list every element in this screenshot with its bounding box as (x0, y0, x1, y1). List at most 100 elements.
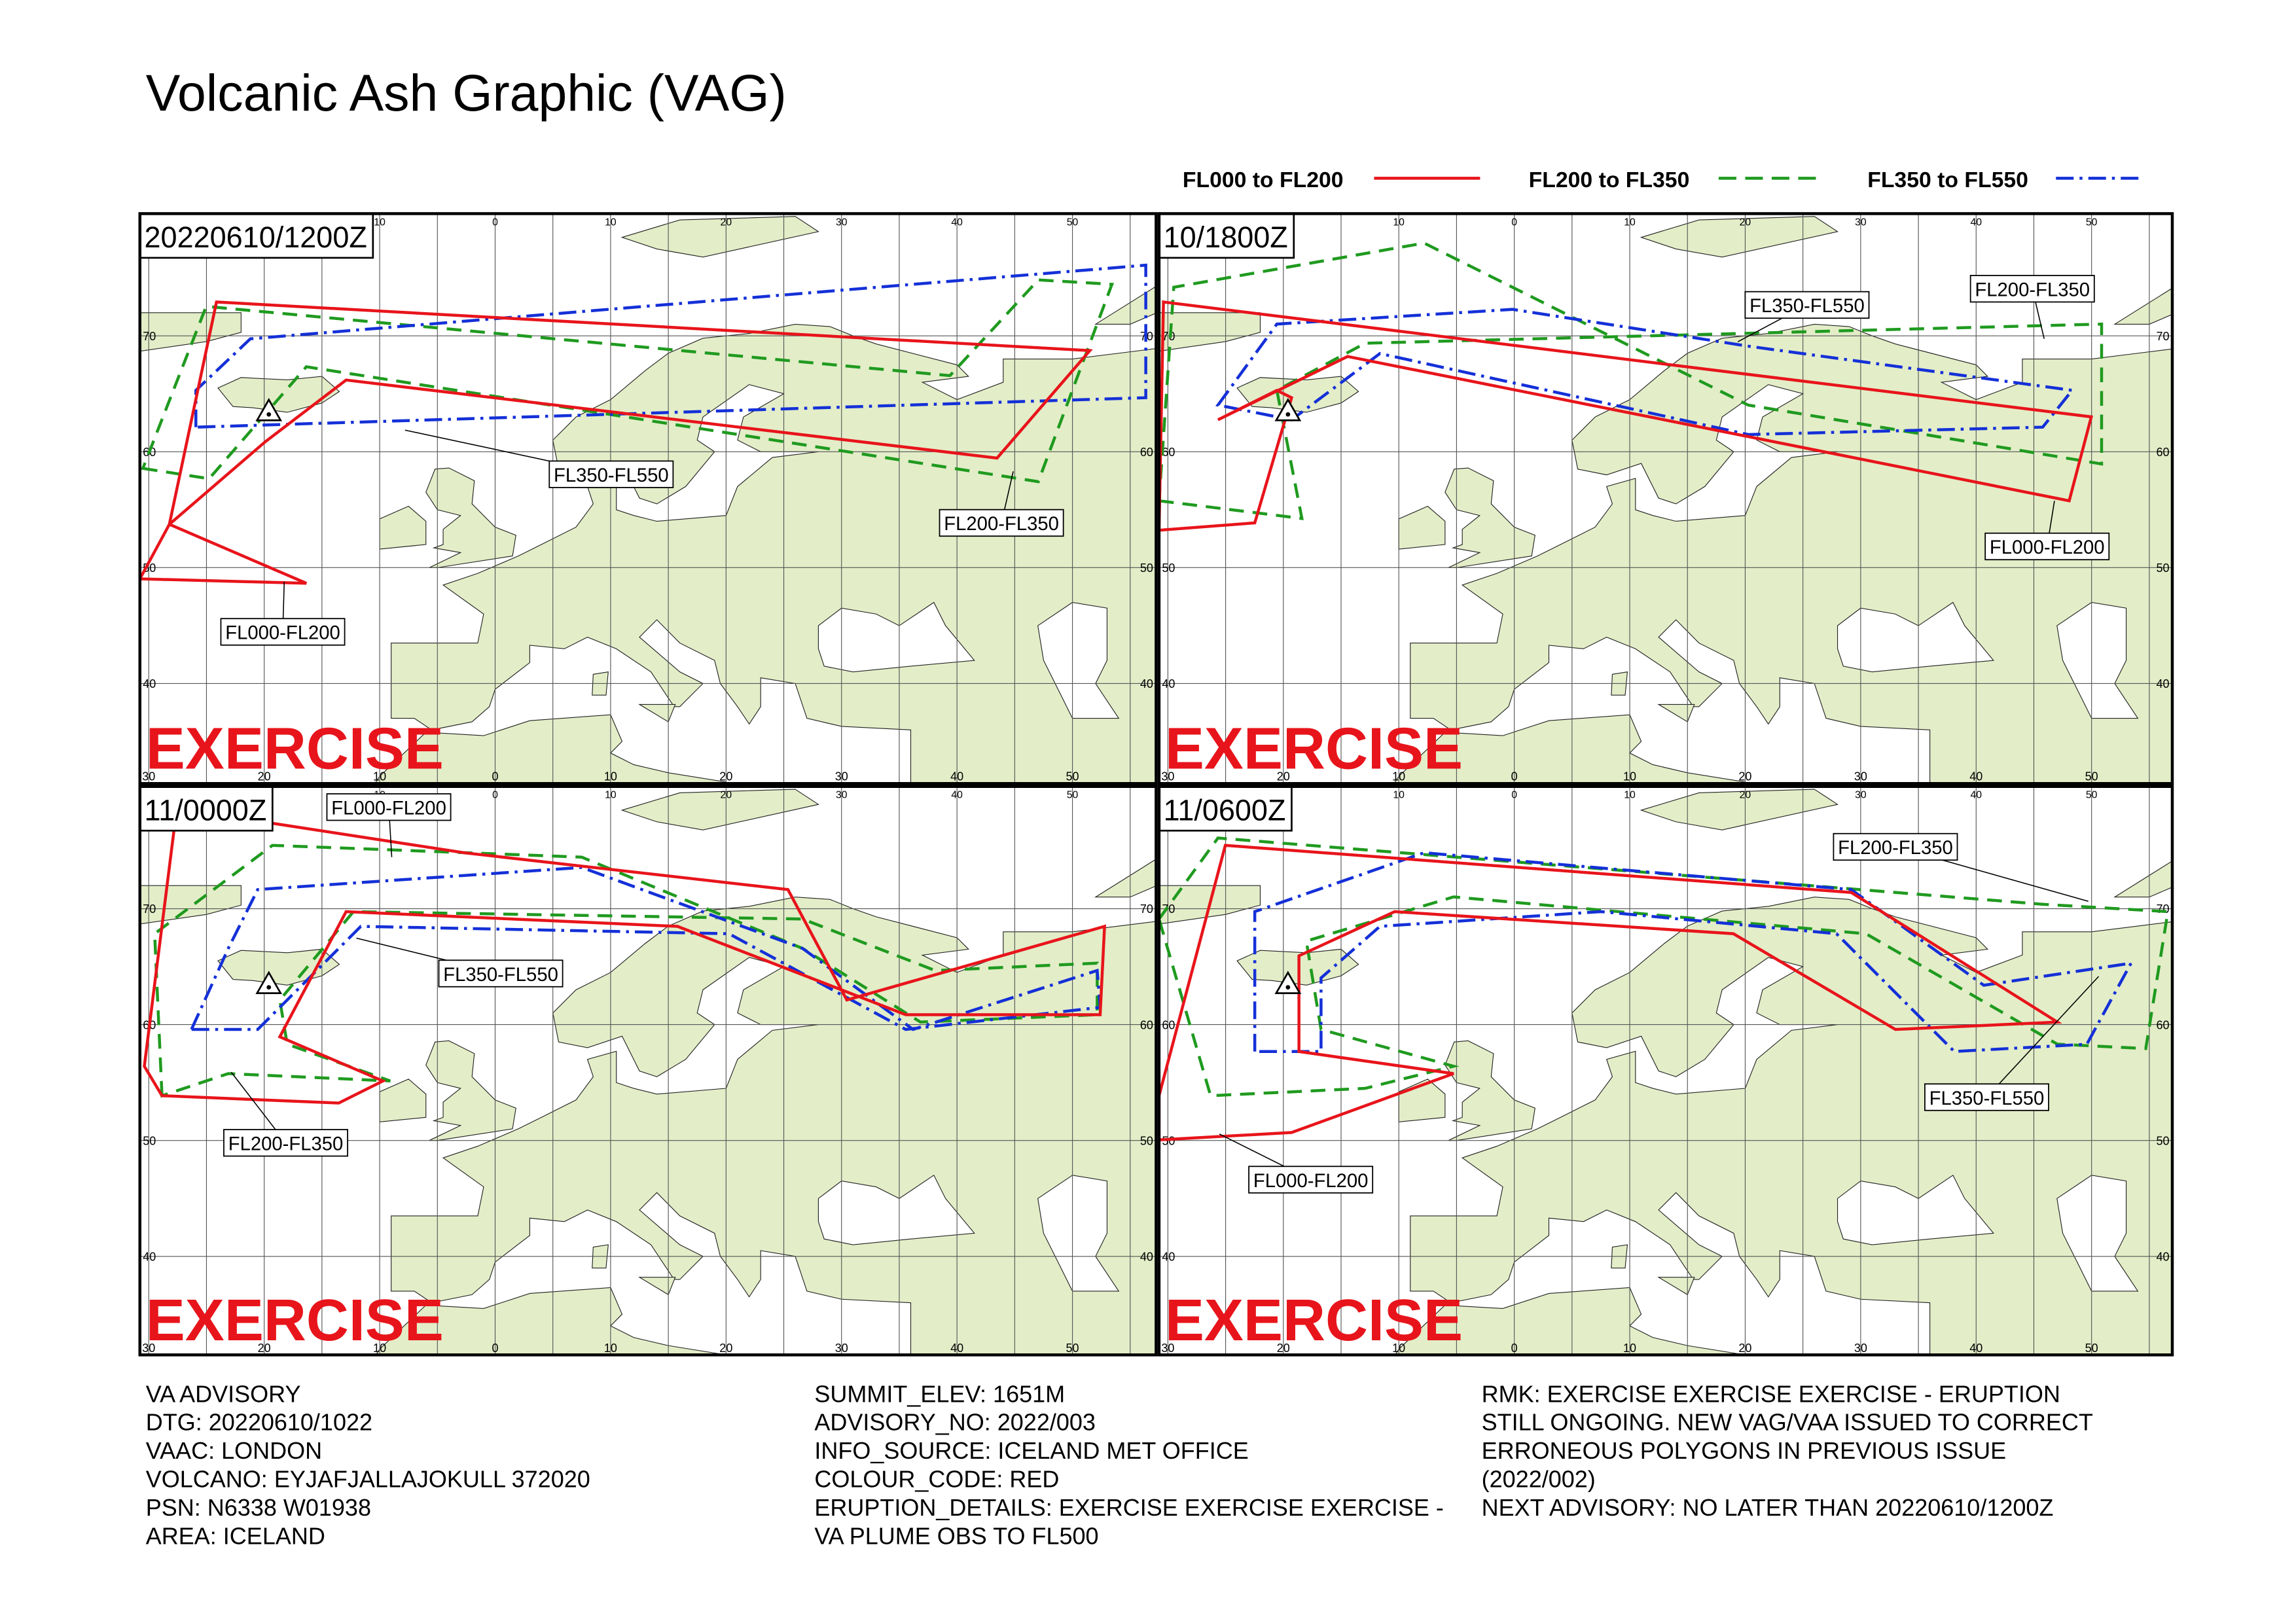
advisory-line: AREA: ICELAND (146, 1522, 325, 1549)
land (1410, 323, 2172, 784)
lon-label: 40 (950, 1342, 963, 1355)
legend-label: FL200 to FL350 (1529, 168, 1690, 192)
volcano-symbol (255, 398, 283, 421)
lon-label: 40 (1970, 790, 1982, 801)
land (620, 789, 819, 830)
ash-area-red (139, 300, 1093, 585)
lat-label: 50 (1140, 1134, 1153, 1147)
lon-label: 0 (492, 790, 498, 801)
area-label: FL350-FL550 (554, 465, 669, 486)
lon-label: 50 (1066, 770, 1079, 783)
area-label: FL350-FL550 (1749, 296, 1865, 317)
time-box (139, 785, 274, 832)
lon-label: 10 (604, 1342, 617, 1355)
lon-label: 20 (1740, 217, 1751, 228)
lon-label: 20 (1277, 1342, 1290, 1355)
land (425, 467, 516, 568)
lat-label: 40 (143, 677, 156, 690)
lat-label: 70 (2156, 902, 2169, 916)
label-box (223, 1129, 348, 1157)
lon-label: 50 (2086, 217, 2098, 228)
map-body: 3030202010100010102020303040405050707060… (1158, 786, 2172, 1355)
sea-inland (2056, 601, 2139, 719)
ash-area-green (1158, 241, 2104, 520)
volcano-dot (1285, 412, 1291, 417)
lon-label: 0 (492, 1342, 498, 1355)
lon-label: 30 (836, 790, 848, 801)
lon-label: 0 (492, 770, 498, 783)
label-box (1833, 832, 1958, 861)
lat-label: 60 (2156, 1018, 2169, 1031)
lat-label: 40 (1162, 677, 1175, 690)
lon-label: 20 (258, 770, 271, 783)
area-label: FL000-FL200 (331, 798, 446, 819)
map-body: 3030202010100010102020303040405050707060… (1158, 213, 2172, 784)
ash-area-blue (194, 263, 1147, 429)
land (374, 714, 726, 784)
lon-label: 10 (1623, 1342, 1636, 1355)
lon-label: 10 (373, 1342, 386, 1355)
advisory-line: VA ADVISORY (146, 1380, 301, 1407)
map-body: 3030202010100010102020303040405050707060… (139, 786, 1157, 1355)
lon-label: 20 (721, 217, 732, 228)
lon-label: 20 (721, 790, 732, 801)
advisory-line: PSN: N6338 W01938 (146, 1494, 371, 1521)
land (425, 1040, 516, 1141)
label-box (1248, 1166, 1374, 1194)
area-label: FL200-FL350 (944, 514, 1059, 535)
lon-label: 20 (1740, 790, 1751, 801)
land (637, 704, 676, 722)
lon-label: 30 (1855, 217, 1867, 228)
panel-time: 11/0600Z (1164, 794, 1286, 827)
lon-label: 40 (1969, 1342, 1982, 1355)
map-body: 3030202010100010102020303040405050707060… (139, 213, 1157, 784)
map-panel: 3030202010100010102020303040405050707060… (1157, 212, 2174, 785)
lon-label: 30 (836, 217, 848, 228)
legend-label: FL000 to FL200 (1183, 168, 1344, 192)
lat-label: 70 (143, 330, 156, 343)
volcano-symbol (1274, 398, 1302, 421)
lon-label: 30 (142, 770, 155, 783)
advisory-line: ERUPTION_DETAILS: EXERCISE EXERCISE EXER… (814, 1494, 1444, 1521)
ash-area-green (1158, 836, 2170, 1097)
lon-label: 40 (951, 217, 963, 228)
label-box (1969, 275, 2095, 303)
advisory-line: VOLCANO: EYJAFJALLAJOKULL 372020 (146, 1466, 590, 1493)
sea-inland (817, 601, 975, 673)
advisory-line: VAAC: LONDON (146, 1437, 322, 1464)
land (1393, 714, 1746, 784)
lon-label: 10 (1393, 790, 1405, 801)
lon-label: 20 (719, 1342, 732, 1355)
lat-label: 50 (1162, 562, 1175, 575)
map-panel: 3030202010100010102020303040405050707060… (1157, 785, 2174, 1357)
lon-label: 10 (1624, 790, 1636, 801)
lat-label: 70 (1140, 902, 1153, 916)
label-box (438, 959, 564, 988)
lat-label: 40 (2156, 677, 2169, 690)
lon-label: 30 (142, 1342, 155, 1355)
label-box (548, 460, 674, 488)
lon-label: 20 (258, 1342, 271, 1355)
lon-label: 30 (1854, 770, 1867, 783)
lat-label: 40 (2156, 1251, 2169, 1264)
lon-label: 0 (1511, 790, 1517, 801)
label-arrow (1986, 976, 2100, 1098)
watermark: EXERCISE (1165, 1288, 1463, 1353)
advisory-line: NEXT ADVISORY: NO LATER THAN 20220610/12… (1482, 1494, 2054, 1521)
lon-label: 10 (604, 770, 617, 783)
map-panel: 3030202010100010102020303040405050707060… (138, 785, 1158, 1357)
lon-label: 30 (1161, 770, 1174, 783)
area-label: FL200-FL350 (1975, 279, 2090, 300)
lat-label: 50 (1162, 1134, 1175, 1147)
legend-label: FL350 to FL550 (1867, 168, 2028, 192)
lon-label: 50 (1067, 790, 1079, 801)
ash-area-red (1158, 300, 2094, 532)
panel-time: 10/1800Z (1164, 221, 1288, 254)
lat-label: 50 (143, 1134, 156, 1147)
panel-time: 11/0000Z (145, 794, 267, 827)
area-label: FL200-FL350 (1838, 838, 1953, 859)
lon-label: 30 (835, 1342, 848, 1355)
volcano-dot (266, 412, 272, 417)
lon-label: 40 (951, 790, 963, 801)
lon-label: 20 (719, 770, 732, 783)
